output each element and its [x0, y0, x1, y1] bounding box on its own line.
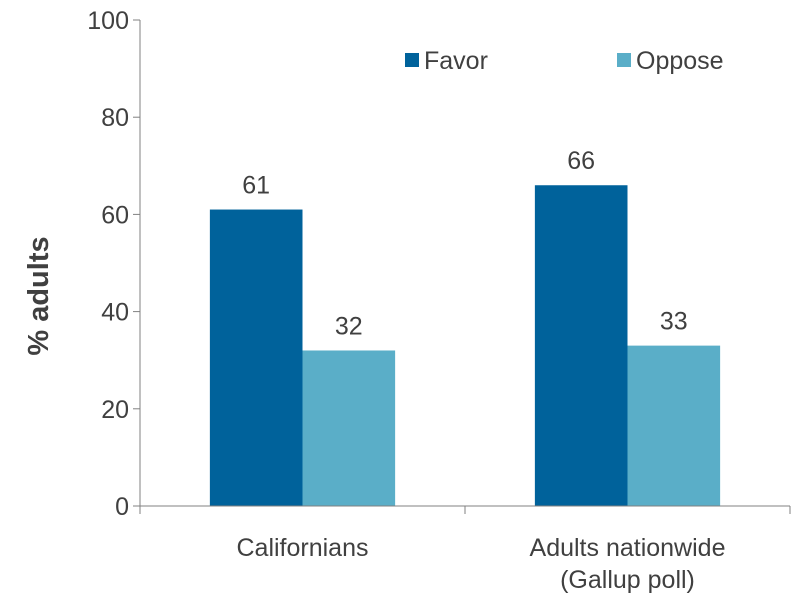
y-tick-label: 60 [101, 201, 129, 229]
legend-label-oppose: Oppose [636, 47, 724, 75]
y-axis-ticks: 0 20 40 60 80 100 [87, 7, 140, 521]
y-axis-title-group: % adults [23, 236, 55, 355]
data-label-favor-1: 66 [567, 147, 595, 175]
y-axis-title: % adults [23, 236, 55, 355]
x-category-label: Adults nationwide (Gallup poll) [530, 534, 726, 594]
legend-swatch-oppose [617, 53, 631, 67]
y-tick-label: 80 [101, 104, 129, 132]
x-category-label: Californians [236, 534, 368, 562]
category-labels: Californians Adults nationwide (Gallup pol… [236, 534, 725, 594]
bar-favor-1 [534, 185, 628, 507]
legend-swatch-favor [405, 53, 419, 67]
data-labels: 61 32 66 33 [242, 147, 687, 340]
axes [139, 20, 791, 514]
bar-oppose-1 [627, 345, 721, 506]
bar-favor-0 [209, 209, 303, 507]
data-label-oppose-0: 32 [335, 312, 363, 340]
y-tick-label: 40 [101, 299, 129, 327]
data-label-oppose-1: 33 [660, 308, 688, 336]
bar-oppose-0 [302, 350, 396, 506]
data-label-favor-0: 61 [242, 172, 270, 200]
legend: Favor Oppose [405, 47, 724, 75]
y-tick-label: 0 [115, 493, 129, 521]
y-tick-label: 20 [101, 396, 129, 424]
y-tick-label: 100 [87, 7, 129, 35]
legend-label-favor: Favor [424, 47, 488, 75]
bars [209, 185, 721, 507]
